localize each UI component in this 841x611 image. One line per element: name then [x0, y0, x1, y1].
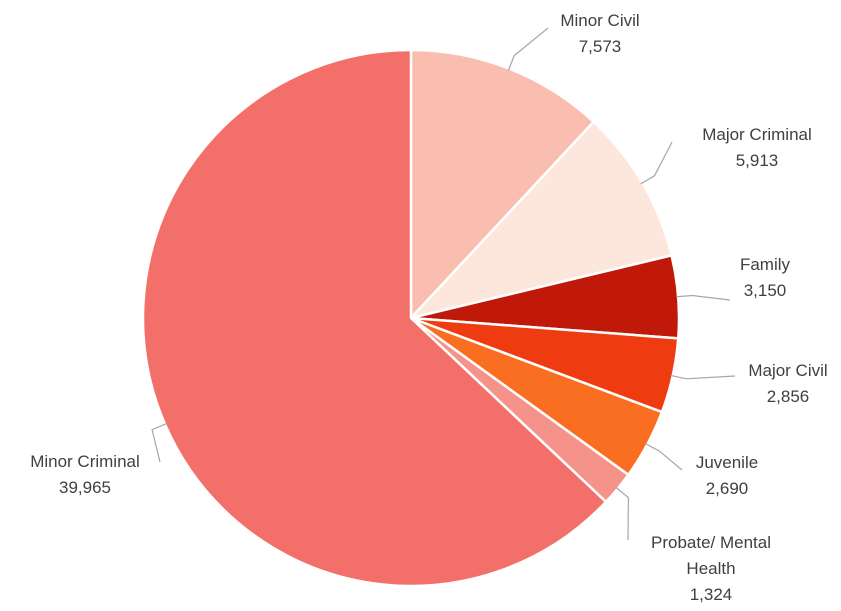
data-label-juvenile: Juvenile 2,690 [696, 453, 758, 498]
pie-slices [141, 48, 681, 588]
data-label-category: Probate/ Mental [651, 533, 771, 552]
leader-line-major-civil [670, 374, 736, 380]
data-labels: Minor Civil 7,573 Major Criminal 5,913 Famil… [30, 11, 827, 604]
data-label-category: Minor Criminal [30, 452, 140, 471]
data-label-category: Juvenile [696, 453, 758, 472]
data-label-category: Health [686, 559, 735, 578]
data-label-category: Major Criminal [702, 125, 812, 144]
data-label-major-civil: Major Civil 2,856 [748, 361, 827, 406]
data-label-value: 39,965 [59, 478, 111, 497]
data-label-family: Family 3,150 [740, 255, 791, 300]
data-label-category: Minor Civil [560, 11, 639, 30]
data-label-probate-mental-health: Probate/ Mental Health 1,324 [651, 533, 771, 604]
leader-line-minor-civil [507, 27, 549, 71]
leader-lines [151, 27, 736, 541]
data-label-value: 5,913 [736, 151, 779, 170]
data-label-major-criminal: Major Criminal 5,913 [702, 125, 812, 170]
leader-line-minor-criminal [151, 422, 168, 463]
data-label-category: Major Civil [748, 361, 827, 380]
data-label-category: Family [740, 255, 791, 274]
data-label-minor-civil: Minor Civil 7,573 [560, 11, 639, 56]
data-label-value: 2,690 [706, 479, 749, 498]
data-label-value: 3,150 [744, 281, 787, 300]
data-label-value: 7,573 [579, 37, 622, 56]
data-label-minor-criminal: Minor Criminal 39,965 [30, 452, 140, 497]
leader-line-probate-mental-health [615, 486, 630, 541]
data-label-value: 2,856 [767, 387, 810, 406]
data-label-value: 1,324 [690, 585, 733, 604]
leader-line-major-criminal [640, 141, 673, 185]
leader-line-family [676, 294, 731, 301]
leader-line-juvenile [645, 443, 683, 471]
